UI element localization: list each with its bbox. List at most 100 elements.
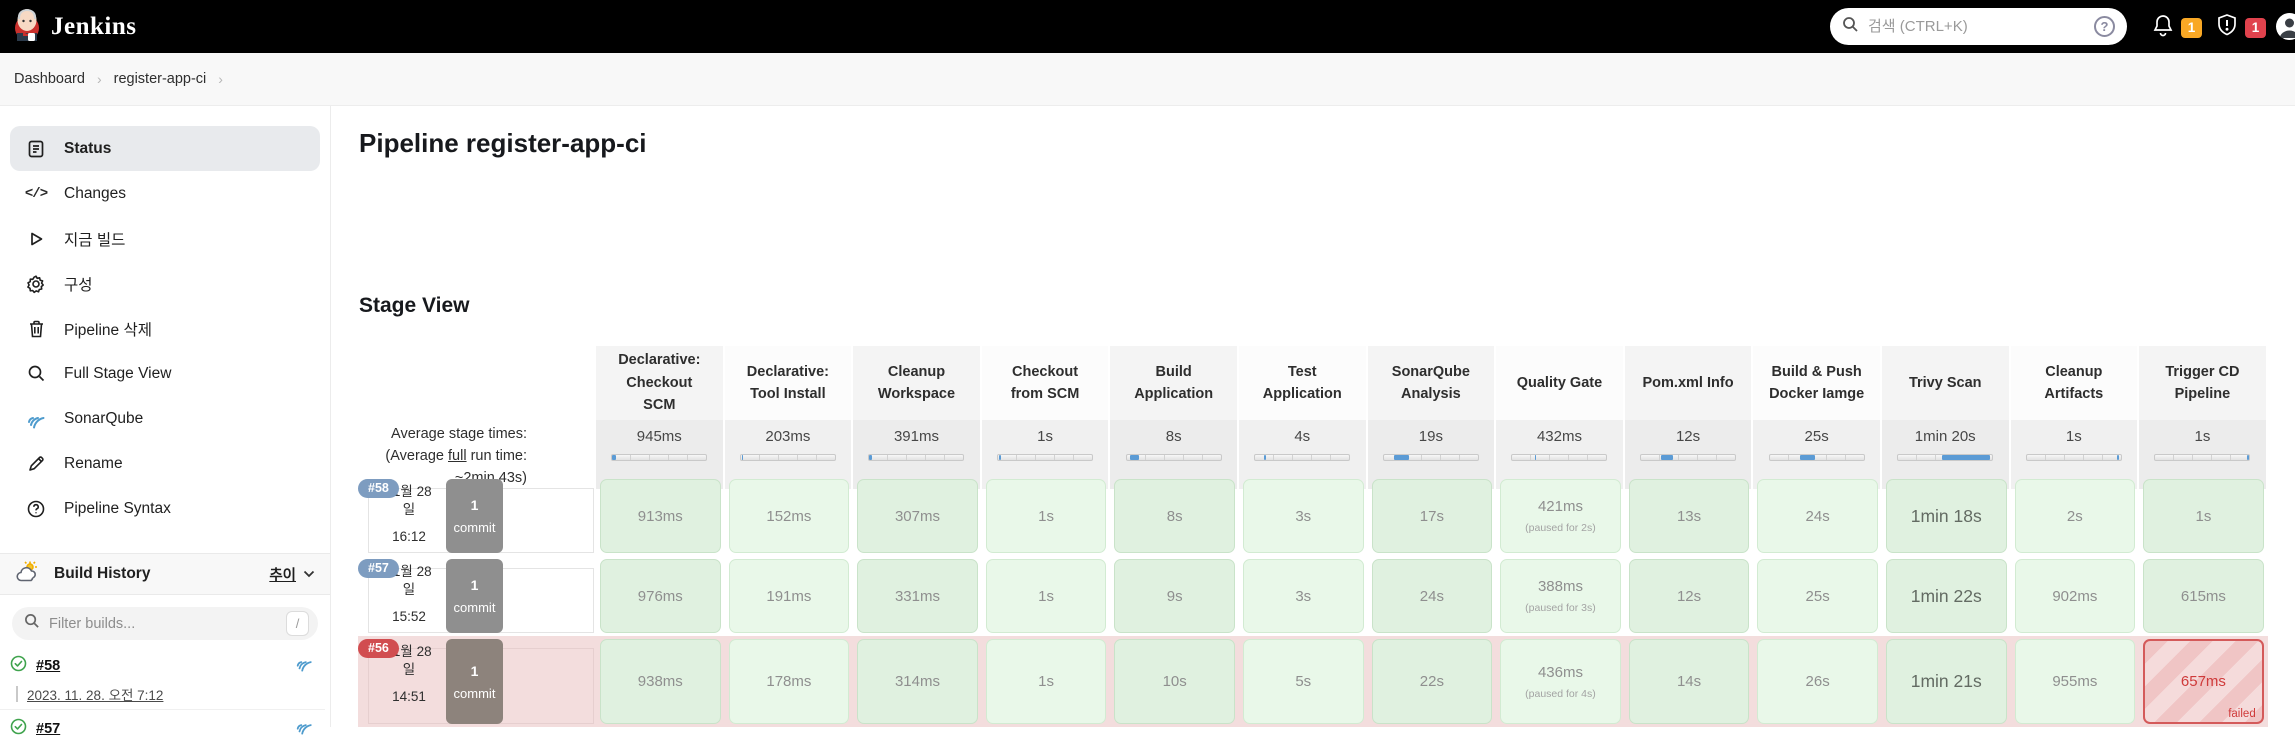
top-bar: Jenkins ? 1 1: [0, 0, 2295, 53]
sidebar-item-sonarqube[interactable]: SonarQube: [10, 396, 320, 441]
jenkins-logo[interactable]: Jenkins: [14, 7, 136, 46]
build-badge[interactable]: #56: [358, 639, 399, 658]
stage-cell[interactable]: 12s: [1628, 559, 1750, 633]
security-warnings-button[interactable]: 1: [2216, 13, 2266, 42]
average-stage-time-cell: 1s: [981, 420, 1111, 490]
sidebar-item-rename[interactable]: Rename: [10, 441, 320, 486]
stage-cell[interactable]: 615ms: [2143, 559, 2264, 633]
stage-cell[interactable]: 657ms failed: [2143, 639, 2264, 724]
stage-cell[interactable]: 436ms (paused for 4s): [1500, 639, 1621, 724]
stage-cell[interactable]: 8s: [1114, 479, 1235, 553]
sidebar-item-status[interactable]: Status: [10, 126, 320, 171]
stage-time-bar: [1768, 454, 1865, 461]
stage-cell[interactable]: 3s: [1242, 479, 1364, 553]
stage-cell[interactable]: 26s: [1757, 639, 1878, 724]
shortcut-key-badge: /: [286, 611, 309, 636]
sidebar-item-build-now[interactable]: 지금 빌드: [10, 216, 320, 261]
stage-column-header: Cleanup Artifacts: [2010, 346, 2140, 420]
stage-cell[interactable]: 5s: [1242, 639, 1364, 724]
stage-header-spacer: [358, 346, 596, 420]
sidebar-item-changes[interactable]: </> Changes: [10, 171, 320, 216]
build-info-cell: #56 11월 28 일 14:51 1 commit: [358, 636, 596, 727]
stage-cell[interactable]: 1min 21s: [1885, 639, 2007, 724]
stage-cell[interactable]: 314ms: [857, 639, 978, 724]
security-count-badge: 1: [2245, 17, 2266, 38]
stage-cell[interactable]: 17s: [1371, 479, 1493, 553]
breadcrumb-dashboard[interactable]: Dashboard: [14, 71, 85, 87]
breadcrumb-job[interactable]: register-app-ci: [113, 71, 207, 87]
stage-cell[interactable]: 152ms: [728, 479, 850, 553]
sidebar-item-delete-pipeline[interactable]: Pipeline 삭제: [10, 306, 320, 351]
breadcrumb: Dashboard › register-app-ci ›: [0, 53, 2295, 106]
stage-cell[interactable]: 331ms: [857, 559, 978, 633]
build-link[interactable]: #58: [36, 657, 61, 674]
sidebar-item-label: Pipeline Syntax: [64, 499, 171, 517]
search-icon: [1842, 16, 1859, 38]
sidebar-item-full-stage-view[interactable]: Full Stage View: [10, 351, 320, 396]
stage-cell[interactable]: 25s: [1757, 559, 1878, 633]
stage-time-bar-fill: [1263, 455, 1267, 460]
build-badge[interactable]: #57: [358, 559, 399, 578]
stage-cell[interactable]: 955ms: [2014, 639, 2136, 724]
stage-cell[interactable]: 24s: [1371, 559, 1493, 633]
average-stage-time-cell: 1min 20s: [1881, 420, 2011, 490]
sidebar-item-label: Status: [64, 139, 112, 157]
stage-time-bar: [2025, 454, 2122, 461]
stage-cell[interactable]: 388ms (paused for 3s): [1500, 559, 1621, 633]
search-help-icon[interactable]: ?: [2094, 16, 2115, 37]
code-brackets-icon: </>: [24, 185, 48, 202]
average-stage-time-cell: 19s: [1367, 420, 1497, 490]
stage-cell[interactable]: 307ms: [857, 479, 978, 553]
stage-cell[interactable]: 22s: [1371, 639, 1493, 724]
bell-icon: [2152, 13, 2174, 42]
user-avatar[interactable]: [2276, 13, 2295, 40]
stage-cell[interactable]: 421ms (paused for 2s): [1500, 479, 1621, 553]
build-badge[interactable]: #58: [358, 479, 399, 498]
sonarqube-icon[interactable]: [295, 654, 313, 677]
build-info-cell: #58 11월 28 일 16:12 1 commit: [358, 476, 596, 556]
stage-cell[interactable]: 938ms: [600, 639, 721, 724]
stage-cell[interactable]: 913ms: [600, 479, 721, 553]
filter-builds-input[interactable]: [49, 615, 277, 632]
sidebar-item-label: 구성: [64, 276, 93, 294]
paused-note: (paused for 2s): [1525, 522, 1596, 534]
stage-cell[interactable]: 3s: [1242, 559, 1364, 633]
stage-cell[interactable]: 1min 18s: [1885, 479, 2007, 553]
history-tree-tick: [16, 686, 18, 702]
build-timestamp-link[interactable]: 2023. 11. 28. 오전 7:12: [27, 688, 164, 703]
breadcrumb-chevron-icon: ›: [218, 71, 223, 87]
question-circle-icon: [25, 498, 47, 520]
stage-column-header: Declarative: Tool Install: [724, 346, 854, 420]
stage-cell[interactable]: 1min 22s: [1885, 559, 2007, 633]
stage-cell[interactable]: 14s: [1628, 639, 1750, 724]
sidebar-item-pipeline-syntax[interactable]: Pipeline Syntax: [10, 486, 320, 531]
stage-cell[interactable]: 13s: [1628, 479, 1750, 553]
notifications-button[interactable]: 1: [2152, 13, 2202, 42]
stage-cell[interactable]: 1s: [985, 479, 1107, 553]
stage-cell[interactable]: 178ms: [728, 639, 850, 724]
stage-cell[interactable]: 9s: [1114, 559, 1235, 633]
sonarqube-icon[interactable]: [295, 717, 313, 740]
sidebar-item-configure[interactable]: 구성: [10, 261, 320, 306]
average-stage-time-cell: 203ms: [724, 420, 854, 490]
stage-time-bar-fill: [612, 455, 617, 460]
trend-link[interactable]: 추이: [269, 564, 315, 585]
stage-cell[interactable]: 902ms: [2014, 559, 2136, 633]
stage-time-bar-fill: [1535, 455, 1537, 460]
build-link[interactable]: #57: [36, 720, 61, 737]
stage-cell[interactable]: 191ms: [728, 559, 850, 633]
stage-cell[interactable]: 10s: [1114, 639, 1235, 724]
stage-cell[interactable]: 976ms: [600, 559, 721, 633]
build-row: #57 11월 28 일 15:52 1 commit 976ms 191ms 331ms 1s 9…: [358, 556, 2268, 636]
stage-cell[interactable]: 1s: [2143, 479, 2264, 553]
stage-cell[interactable]: 24s: [1757, 479, 1878, 553]
search-input[interactable]: [1868, 18, 2085, 35]
stage-cell[interactable]: 2s: [2014, 479, 2136, 553]
build-time: 14:51: [392, 689, 426, 705]
stage-cell[interactable]: 1s: [985, 639, 1107, 724]
stage-cell[interactable]: 1s: [985, 559, 1107, 633]
build-history-title: Build History: [54, 565, 151, 582]
stage-column-header: Checkout from SCM: [981, 346, 1111, 420]
average-stage-time-cell: 1s: [2010, 420, 2140, 490]
stage-time-bar: [611, 454, 708, 461]
